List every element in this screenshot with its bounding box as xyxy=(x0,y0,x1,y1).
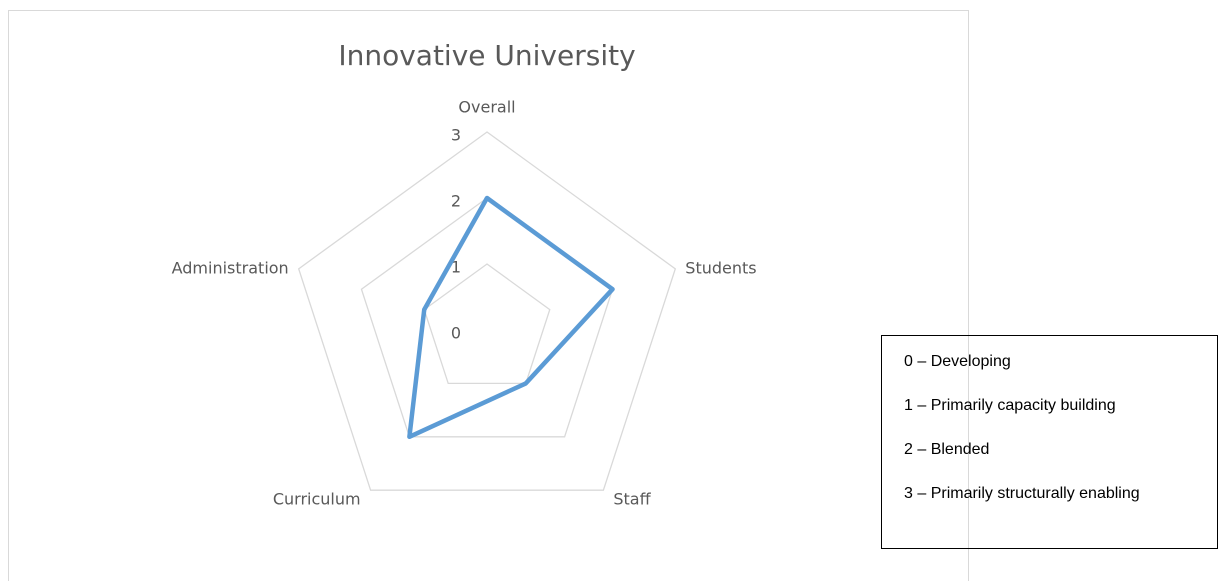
category-label: Staff xyxy=(613,490,651,509)
r-tick-label: 3 xyxy=(451,126,461,145)
r-tick-label: 2 xyxy=(451,192,461,211)
legend-item: 0 – Developing xyxy=(904,353,1011,370)
legend-item: 3 – Primarily structurally enabling xyxy=(904,485,1140,502)
grid-ring xyxy=(423,263,551,385)
category-label: Overall xyxy=(458,98,515,117)
chart-title: Innovative University xyxy=(338,39,635,72)
grid-ring xyxy=(297,131,677,491)
legend-item: 2 – Blended xyxy=(904,441,990,458)
chart-border xyxy=(8,10,969,581)
legend-item: 1 – Primarily capacity building xyxy=(904,397,1116,414)
r-tick-label: 1 xyxy=(451,258,461,277)
category-label: Students xyxy=(685,258,756,277)
category-label: Curriculum xyxy=(273,490,361,509)
category-label: Administration xyxy=(172,258,289,277)
series-line xyxy=(407,195,615,440)
legend-box: 0 – Developing 1 – Primarily capacity bu… xyxy=(881,335,1218,549)
r-tick-label: 0 xyxy=(451,324,461,343)
